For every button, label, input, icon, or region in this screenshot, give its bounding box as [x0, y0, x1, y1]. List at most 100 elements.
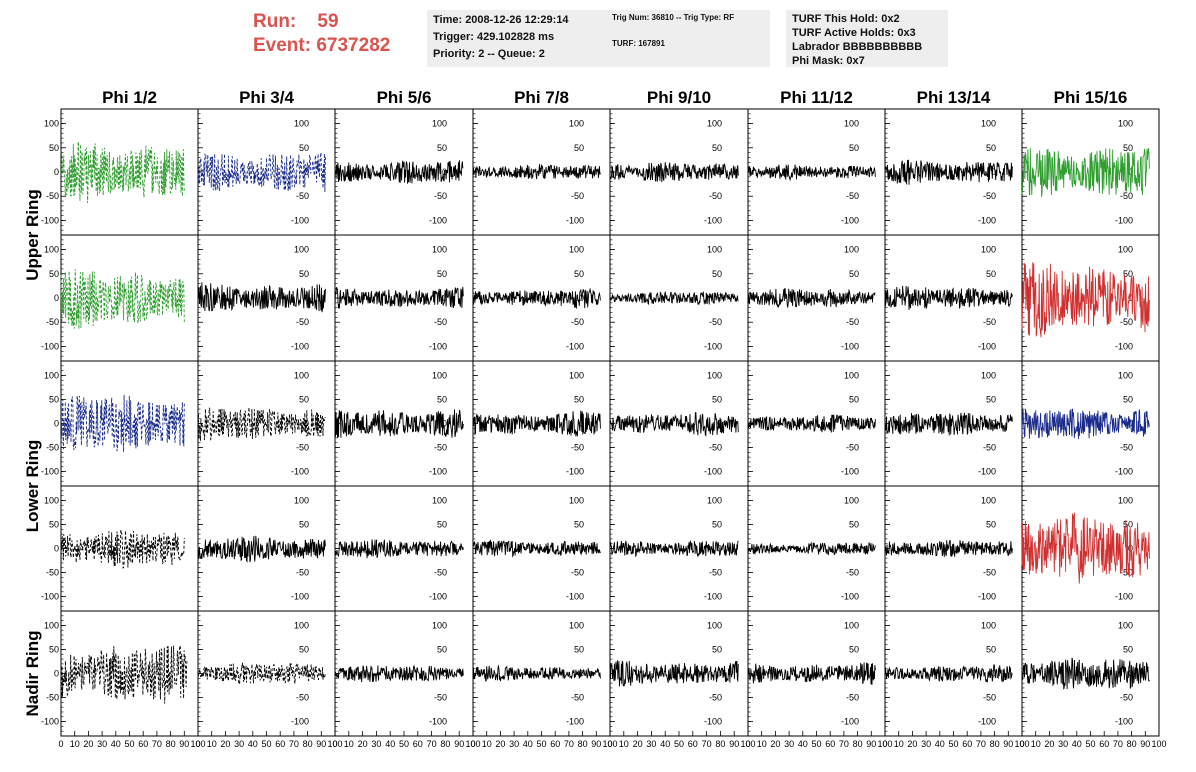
y-tick-label: -50 — [1120, 443, 1133, 453]
column-header: Phi 1/2 — [102, 88, 157, 107]
waveform-trace — [60, 141, 185, 204]
y-tick-label: -50 — [983, 191, 996, 201]
y-tick-label: 100 — [981, 119, 996, 129]
y-tick-label: -100 — [291, 341, 309, 351]
x-tick-label: 0 — [470, 739, 475, 749]
y-tick-label: -50 — [46, 317, 59, 327]
x-tick-label: 80 — [853, 739, 863, 749]
y-tick-label: -50 — [1120, 317, 1133, 327]
y-tick-label: 0 — [54, 419, 59, 429]
y-tick-label: -50 — [434, 568, 447, 578]
x-tick-label: 20 — [495, 739, 505, 749]
x-tick-label: 80 — [990, 739, 1000, 749]
x-tick-label: 20 — [907, 739, 917, 749]
y-tick-label: 0 — [991, 544, 996, 554]
y-tick-label: -100 — [291, 592, 309, 602]
x-tick-label: 50 — [1085, 739, 1095, 749]
x-tick-label: 100 — [327, 739, 342, 749]
y-tick-label: -50 — [983, 693, 996, 703]
y-tick-label: 50 — [1123, 143, 1133, 153]
y-tick-label: 100 — [569, 245, 584, 255]
x-tick-label: 0 — [607, 739, 612, 749]
waveform-trace — [747, 287, 876, 309]
y-tick-label: -50 — [709, 443, 722, 453]
y-tick-label: 100 — [294, 119, 309, 129]
column-header: Phi 15/16 — [1054, 88, 1128, 107]
y-tick-label: -100 — [841, 717, 859, 727]
y-tick-label: 100 — [844, 620, 859, 630]
x-tick-label: 40 — [660, 739, 670, 749]
x-tick-label: 70 — [702, 739, 712, 749]
waveform-trace — [60, 529, 185, 569]
y-tick-label: 50 — [986, 143, 996, 153]
x-tick-label: 30 — [646, 739, 656, 749]
y-tick-label: 50 — [712, 143, 722, 153]
column-header: Phi 13/14 — [917, 88, 991, 107]
y-tick-label: -50 — [296, 568, 309, 578]
y-tick-label: -50 — [571, 693, 584, 703]
waveform-trace — [1021, 262, 1150, 338]
x-tick-label: 90 — [179, 739, 189, 749]
x-tick-label: 20 — [358, 739, 368, 749]
waveform-trace — [747, 541, 876, 556]
y-tick-label: 100 — [844, 119, 859, 129]
y-tick-label: -100 — [41, 467, 59, 477]
x-tick-label: 50 — [674, 739, 684, 749]
y-tick-label: 50 — [299, 143, 309, 153]
x-tick-label: 10 — [482, 739, 492, 749]
y-tick-label: 100 — [569, 370, 584, 380]
x-tick-label: 50 — [399, 739, 409, 749]
y-tick-label: -50 — [709, 191, 722, 201]
waveform-trace — [60, 394, 185, 453]
y-tick-label: 0 — [304, 419, 309, 429]
x-tick-label: 10 — [344, 739, 354, 749]
x-tick-label: 90 — [1003, 739, 1013, 749]
x-tick-label: 100 — [1014, 739, 1029, 749]
y-tick-label: 100 — [569, 119, 584, 129]
y-tick-label: 100 — [1118, 245, 1133, 255]
y-tick-label: 50 — [986, 644, 996, 654]
x-tick-label: 80 — [578, 739, 588, 749]
y-tick-label: 50 — [712, 394, 722, 404]
x-tick-label: 20 — [770, 739, 780, 749]
waveform-trace — [609, 290, 739, 306]
y-tick-label: 50 — [49, 394, 59, 404]
x-tick-label: 60 — [413, 739, 423, 749]
y-tick-label: 50 — [986, 394, 996, 404]
run-value: 59 — [317, 11, 339, 32]
y-tick-label: -100 — [566, 215, 584, 225]
waveform-trace — [884, 285, 1013, 311]
y-tick-label: -100 — [1115, 215, 1133, 225]
x-tick-label: 10 — [207, 739, 217, 749]
y-tick-label: 50 — [437, 519, 447, 529]
y-tick-label: -100 — [1115, 592, 1133, 602]
y-tick-label: 100 — [1118, 620, 1133, 630]
x-tick-label: 0 — [882, 739, 887, 749]
y-tick-label: 50 — [299, 644, 309, 654]
y-tick-label: -50 — [571, 443, 584, 453]
y-tick-label: 50 — [49, 519, 59, 529]
y-tick-label: 50 — [986, 519, 996, 529]
waveform-trace — [609, 162, 739, 183]
waveform-trace — [884, 412, 1013, 436]
x-tick-label: 100 — [877, 739, 892, 749]
waveform-trace — [747, 662, 876, 685]
y-tick-label: -50 — [434, 443, 447, 453]
waveform-trace — [197, 282, 326, 313]
y-tick-label: 100 — [707, 245, 722, 255]
x-tick-label: 50 — [536, 739, 546, 749]
y-tick-label: 0 — [442, 419, 447, 429]
y-tick-label: -100 — [566, 717, 584, 727]
x-tick-label: 40 — [935, 739, 945, 749]
y-tick-label: -50 — [846, 443, 859, 453]
y-tick-label: 100 — [981, 620, 996, 630]
y-tick-label: 50 — [574, 269, 584, 279]
x-tick-label: 100 — [740, 739, 755, 749]
y-tick-label: -100 — [291, 467, 309, 477]
x-tick-label: 20 — [633, 739, 643, 749]
y-tick-label: -100 — [704, 717, 722, 727]
y-tick-label: -100 — [429, 592, 447, 602]
x-tick-label: 0 — [58, 739, 63, 749]
x-tick-label: 50 — [261, 739, 271, 749]
